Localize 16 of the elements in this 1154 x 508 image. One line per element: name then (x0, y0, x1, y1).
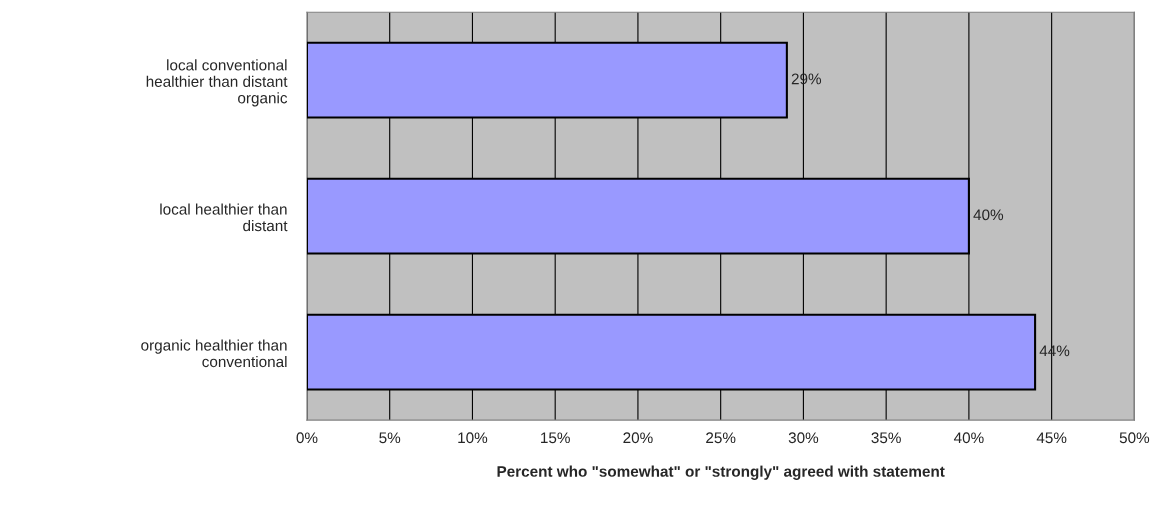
x-tick-label: 5% (379, 432, 401, 444)
x-axis-title: Percent who "somewhat" or "strongly" agreed with statement (497, 465, 945, 480)
x-tick-label: 10% (458, 432, 488, 444)
x-tick-label: 35% (871, 432, 901, 444)
x-tick-label: 15% (541, 432, 570, 444)
y-tick-label: local healthier than distant (160, 203, 288, 232)
x-tick-label: 30% (788, 432, 819, 444)
y-tick-label: local conventional healthier than distant organic (146, 59, 288, 107)
x-tick-label: 45% (1036, 432, 1067, 444)
data-label: 40% (973, 209, 1004, 221)
x-tick-label: 25% (706, 432, 736, 444)
y-tick-label: organic healthier than conventional (141, 339, 287, 368)
x-tick-label: 40% (953, 432, 984, 444)
x-tick-label: 50% (1119, 432, 1150, 444)
x-tick-label: 0% (296, 432, 318, 444)
x-tick-label: 20% (623, 432, 653, 444)
